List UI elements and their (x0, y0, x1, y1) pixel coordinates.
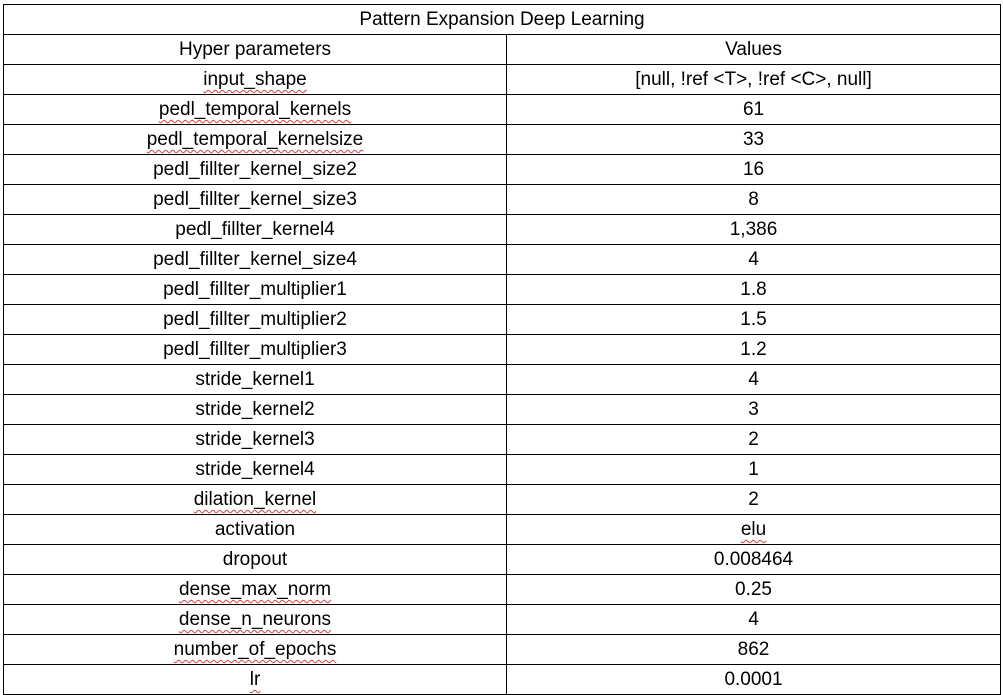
table-row: pedl_fillter_multiplier2 1.5 (3, 304, 1002, 335)
param-cell: pedl_fillter_multiplier3 (3, 334, 507, 365)
table-title-row: Pattern Expansion Deep Learning (2, 4, 1002, 35)
param-cell: stride_kernel3 (3, 424, 507, 455)
param-cell: pedl_temporal_kernelsize (3, 124, 507, 155)
table-row: pedl_fillter_kernel4 1,386 (3, 214, 1002, 245)
value-cell: 0.008464 (505, 544, 1002, 575)
param-cell: pedl_fillter_multiplier1 (3, 274, 507, 305)
value-cell: 1 (505, 454, 1002, 485)
table-row: dense_n_neurons 4 (3, 604, 1002, 635)
param-cell: pedl_fillter_kernel4 (3, 214, 507, 245)
value-cell: 1.5 (505, 304, 1002, 335)
param-cell: stride_kernel4 (3, 454, 507, 485)
param-cell: dilation_kernel (3, 484, 507, 515)
header-values: Values (505, 34, 1002, 65)
table-row: pedl_fillter_kernel_size2 16 (3, 154, 1002, 185)
param-name: number_of_epochs (173, 639, 337, 660)
param-cell: dense_max_norm (3, 574, 507, 605)
param-cell: stride_kernel1 (3, 364, 507, 395)
value-cell: 16 (505, 154, 1002, 185)
param-name: input_shape (203, 69, 307, 90)
value-cell: 2 (505, 484, 1002, 515)
table-row: number_of_epochs 862 (3, 634, 1002, 665)
table-row: pedl_fillter_kernel_size4 4 (3, 244, 1002, 275)
table-row: stride_kernel2 3 (3, 394, 1002, 425)
param-cell: pedl_fillter_kernel_size4 (3, 244, 507, 275)
param-name: dense_max_norm (178, 579, 332, 600)
value-cell: 862 (505, 634, 1002, 665)
param-cell: number_of_epochs (3, 634, 507, 665)
table-row: dropout 0.008464 (3, 544, 1002, 575)
param-cell: pedl_temporal_kernels (3, 94, 507, 125)
param-name: lr (249, 669, 261, 690)
param-name: dense_n_neurons (178, 609, 332, 630)
table-row: pedl_fillter_multiplier1 1.8 (3, 274, 1002, 305)
param-cell: pedl_fillter_kernel_size3 (3, 184, 507, 215)
hyperparameter-table: Pattern Expansion Deep Learning Hyper pa… (2, 4, 1002, 695)
value-cell: 33 (505, 124, 1002, 155)
param-cell: input_shape (3, 64, 507, 95)
table-row: lr 0.0001 (3, 664, 1002, 695)
table-row: activation elu (3, 514, 1002, 545)
header-hyper-parameters: Hyper parameters (3, 34, 507, 65)
value-cell: 0.0001 (505, 664, 1002, 695)
table-row: dense_max_norm 0.25 (3, 574, 1002, 605)
table-row: dilation_kernel 2 (3, 484, 1002, 515)
param-cell: pedl_fillter_kernel_size2 (3, 154, 507, 185)
value-cell: [null, !ref <T>, !ref <C>, null] (505, 64, 1002, 95)
table-row: stride_kernel1 4 (3, 364, 1002, 395)
value-cell: 1,386 (505, 214, 1002, 245)
table-row: pedl_temporal_kernels 61 (3, 94, 1002, 125)
table-title: Pattern Expansion Deep Learning (2, 4, 1002, 35)
param-cell: dropout (3, 544, 507, 575)
table-header-row: Hyper parameters Values (3, 34, 1002, 65)
param-cell: lr (3, 664, 507, 695)
param-cell: activation (3, 514, 507, 545)
value-cell: 3 (505, 394, 1002, 425)
param-cell: pedl_fillter_multiplier2 (3, 304, 507, 335)
table-row: input_shape [null, !ref <T>, !ref <C>, n… (3, 64, 1002, 95)
value-cell: 8 (505, 184, 1002, 215)
table-row: stride_kernel4 1 (3, 454, 1002, 485)
value-text: elu (740, 519, 767, 540)
value-cell: 61 (505, 94, 1002, 125)
value-cell: 2 (505, 424, 1002, 455)
value-cell: elu (505, 514, 1002, 545)
table-row: pedl_temporal_kernelsize 33 (3, 124, 1002, 155)
param-cell: stride_kernel2 (3, 394, 507, 425)
value-cell: 4 (505, 364, 1002, 395)
table-row: stride_kernel3 2 (3, 424, 1002, 455)
param-name: pedl_temporal_kernels (158, 99, 352, 120)
value-cell: 1.2 (505, 334, 1002, 365)
value-cell: 4 (505, 604, 1002, 635)
table-row: pedl_fillter_multiplier3 1.2 (3, 334, 1002, 365)
table-row: pedl_fillter_kernel_size3 8 (3, 184, 1002, 215)
param-cell: dense_n_neurons (3, 604, 507, 635)
value-cell: 4 (505, 244, 1002, 275)
param-name: dilation_kernel (193, 489, 317, 510)
value-cell: 1.8 (505, 274, 1002, 305)
param-name: pedl_temporal_kernelsize (146, 129, 364, 150)
value-cell: 0.25 (505, 574, 1002, 605)
